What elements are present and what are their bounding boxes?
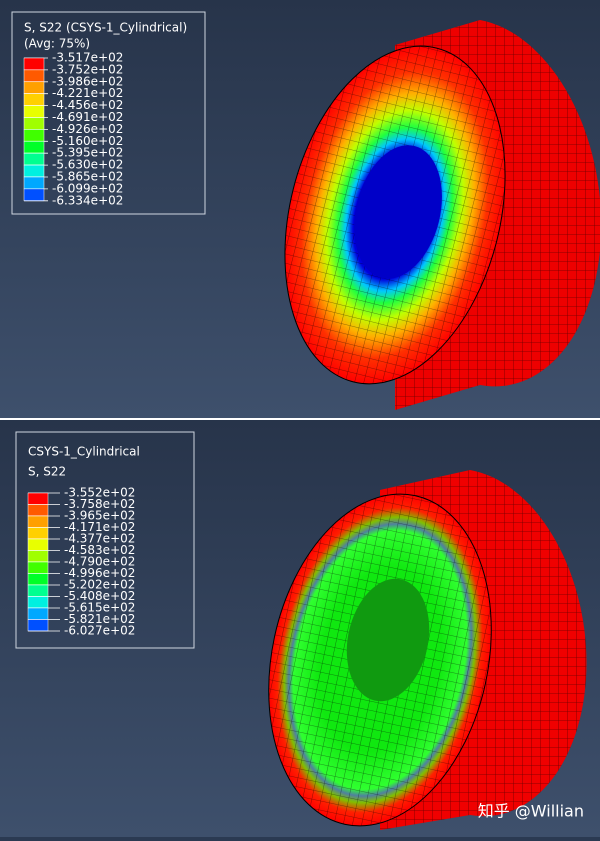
- legend-label: -6.334e+02: [52, 193, 123, 207]
- legend-swatch: [23, 141, 45, 154]
- legend-box: [15, 431, 195, 649]
- legend-label: -6.027e+02: [64, 624, 135, 638]
- legend-title: S, S22: [28, 465, 66, 479]
- legend-swatch: [23, 81, 45, 94]
- legend-label: -3.552e+02: [64, 486, 135, 500]
- legend-swatch: [27, 492, 49, 505]
- legend-swatch: [23, 176, 45, 190]
- legend-swatch: [27, 561, 49, 574]
- legend-label: -3.986e+02: [52, 74, 123, 88]
- legend-label: -5.408e+02: [64, 589, 135, 603]
- legend-swatch: [23, 117, 45, 130]
- legend-label: -3.965e+02: [64, 509, 135, 523]
- legend-title: CSYS-1_Cylindrical: [28, 445, 140, 459]
- legend-swatch: [27, 607, 49, 620]
- legend-label: -4.221e+02: [52, 86, 123, 100]
- legend-label: -5.160e+02: [52, 134, 123, 148]
- legend-label: -4.790e+02: [64, 555, 135, 569]
- divider: [0, 418, 600, 420]
- legend-swatch: [27, 515, 49, 528]
- legend-label: -3.517e+02: [52, 51, 123, 65]
- legend-label: -5.821e+02: [64, 612, 135, 626]
- legend-swatch: [27, 538, 49, 551]
- legend-swatch: [23, 164, 45, 178]
- legend-swatch: [23, 57, 45, 71]
- legend-swatch: [27, 527, 49, 540]
- legend-swatch: [23, 69, 45, 83]
- legend-label: -3.758e+02: [64, 497, 135, 511]
- legend-label: -4.583e+02: [64, 543, 135, 557]
- legend-label: -4.377e+02: [64, 532, 135, 546]
- legend-swatch: [23, 188, 45, 202]
- legend-swatch: [23, 129, 45, 142]
- watermark: 知乎 @Willian: [478, 802, 584, 821]
- legend-swatch: [27, 619, 49, 632]
- model-top: [284, 20, 600, 410]
- legend-swatch: [23, 152, 45, 166]
- legend-swatch: [23, 105, 45, 118]
- legend-label: -5.630e+02: [52, 158, 123, 172]
- legend-label: -6.099e+02: [52, 181, 123, 195]
- legend-label: -5.395e+02: [52, 146, 123, 160]
- legend-swatch: [27, 573, 49, 586]
- legend-box: [11, 11, 206, 215]
- legend-swatch: [27, 584, 49, 597]
- legend-title: (Avg: 75%): [24, 37, 90, 51]
- legend-label: -4.926e+02: [52, 122, 123, 136]
- legend-title: S, S22 (CSYS-1_Cylindrical): [24, 21, 187, 35]
- legend-swatch: [27, 550, 49, 563]
- legend-label: -3.752e+02: [52, 62, 123, 76]
- model-bottom: [268, 470, 587, 830]
- legend-label: -4.456e+02: [52, 98, 123, 112]
- legend-label: -5.202e+02: [64, 578, 135, 592]
- legend-label: -4.171e+02: [64, 520, 135, 534]
- legend-label: -4.691e+02: [52, 110, 123, 124]
- legend-label: -5.865e+02: [52, 170, 123, 184]
- legend-swatch: [23, 93, 45, 106]
- legend-label: -4.996e+02: [64, 566, 135, 580]
- legend-label: -5.615e+02: [64, 601, 135, 615]
- legend-swatch: [27, 504, 49, 517]
- legend-swatch: [27, 596, 49, 609]
